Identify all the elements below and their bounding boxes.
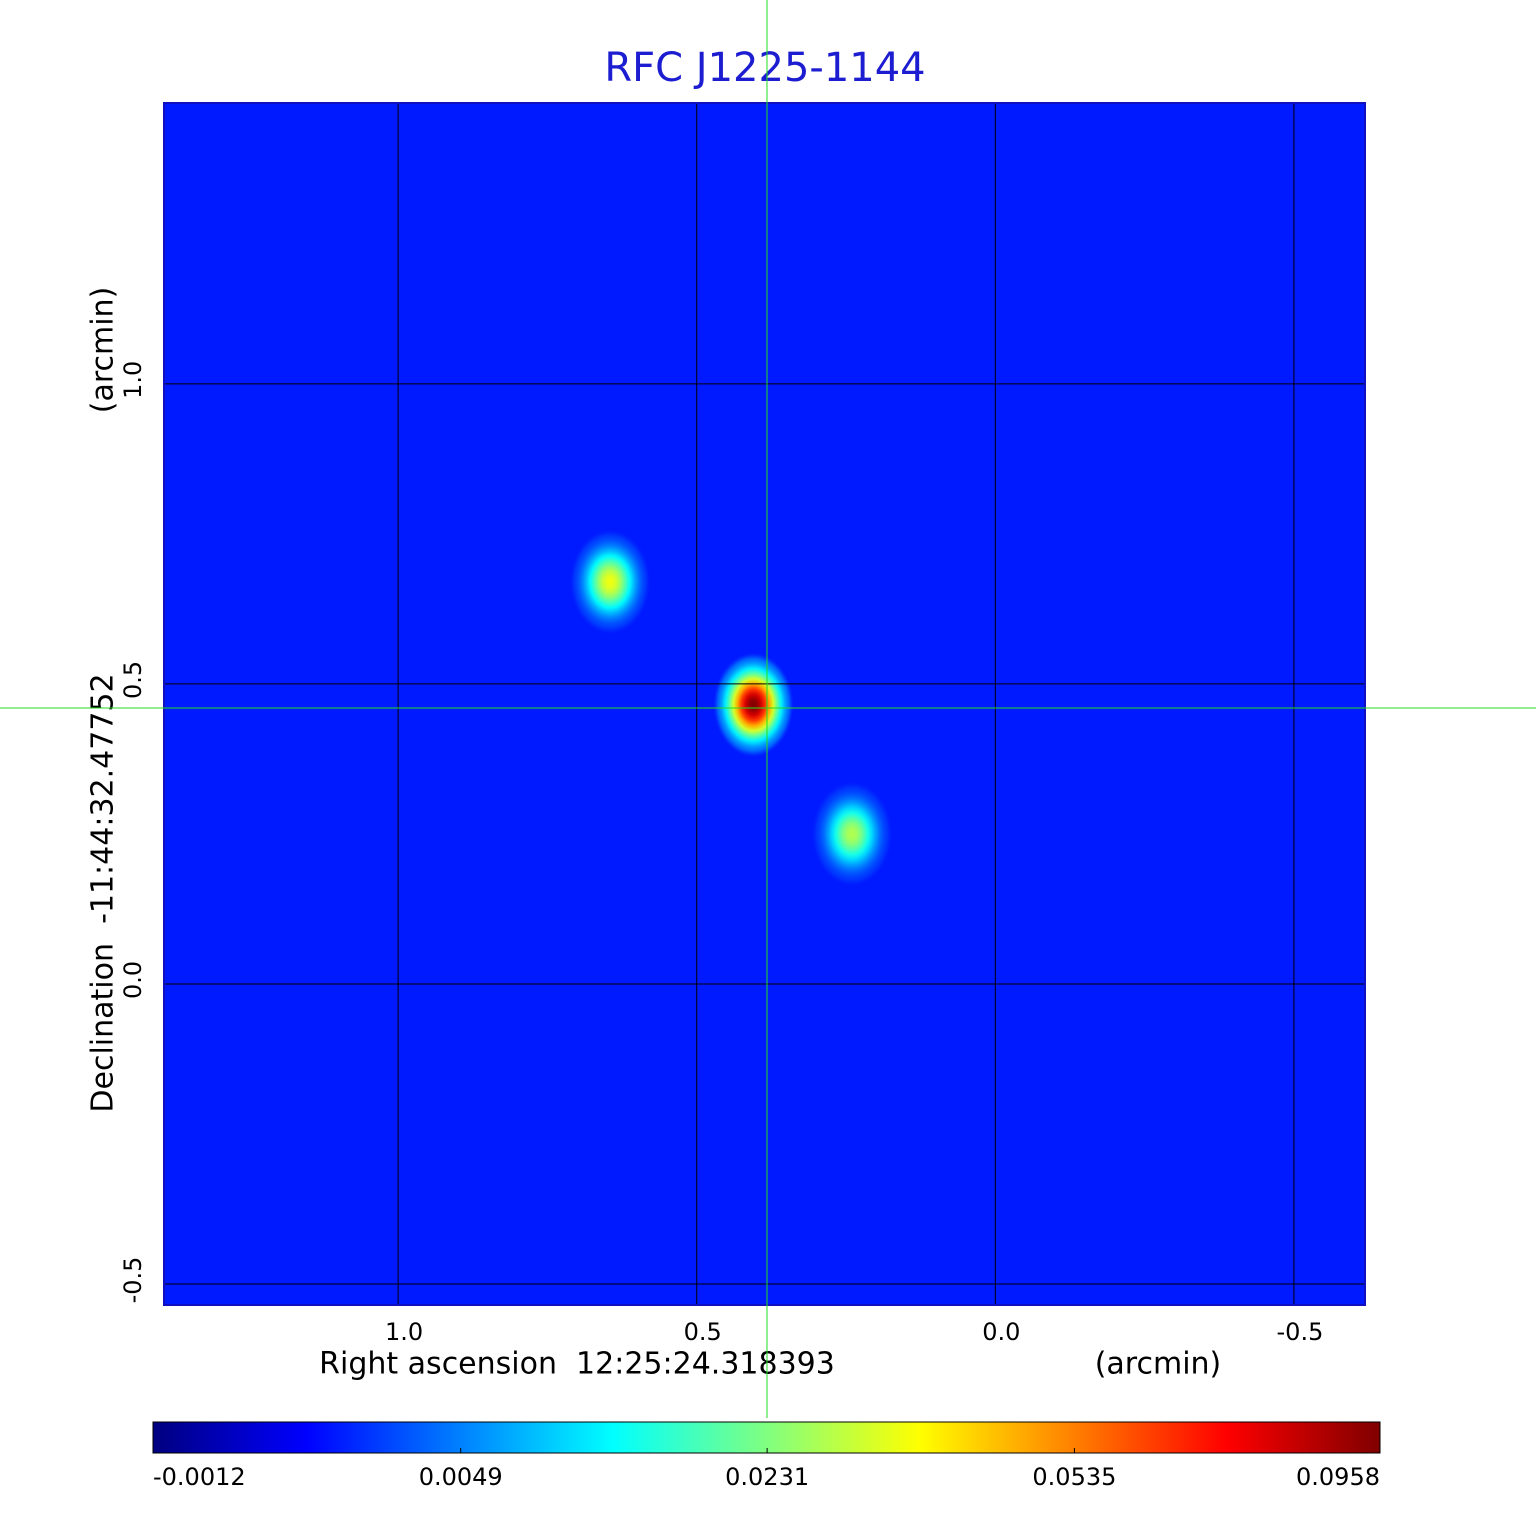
plot-frame [163, 102, 1366, 1306]
x-tick-label: -0.5 [1277, 1318, 1324, 1346]
source [713, 652, 794, 757]
source [811, 781, 892, 886]
colorbar-tick-label: 0.0535 [1032, 1463, 1116, 1491]
x-tick-label: 0.5 [684, 1318, 722, 1346]
colorbar-tick-label: 0.0231 [725, 1463, 809, 1491]
colorbar-tick-label: 0.0958 [1296, 1463, 1380, 1491]
y-axis-label: Declination -11:44:32.47752 [86, 673, 121, 1112]
x-axis-unit: (arcmin) [1095, 1347, 1222, 1382]
colorbar [152, 1421, 1381, 1454]
x-tick-label: 1.0 [385, 1318, 423, 1346]
y-tick-label: 0.0 [119, 961, 147, 999]
chart-title: RFC J1225-1144 [604, 45, 925, 91]
y-tick-label: 1.0 [119, 361, 147, 399]
x-tick-label: 0.0 [982, 1318, 1020, 1346]
y-tick-label: -0.5 [119, 1257, 147, 1304]
y-tick-label: 0.5 [119, 661, 147, 699]
x-axis-label: Right ascension 12:25:24.318393 [319, 1347, 835, 1382]
colorbar-tick-label: -0.0012 [153, 1463, 246, 1491]
colorbar-tick-label: 0.0049 [419, 1463, 503, 1491]
y-axis-unit: (arcmin) [86, 287, 121, 414]
source [570, 529, 651, 634]
